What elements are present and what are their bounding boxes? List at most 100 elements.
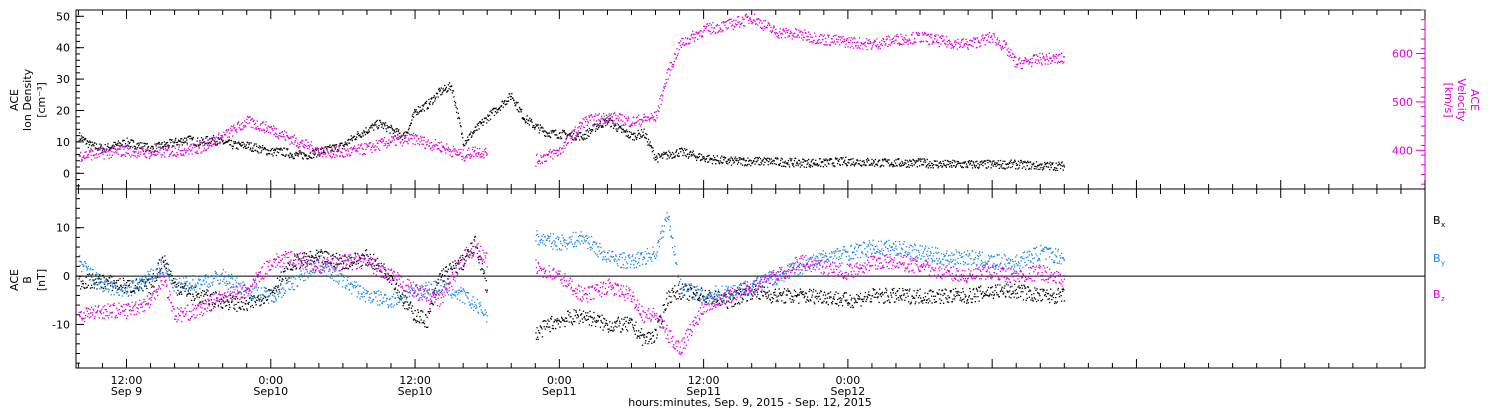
point	[432, 146, 434, 148]
point	[698, 297, 700, 299]
point	[649, 120, 651, 122]
point	[392, 277, 394, 280]
point	[847, 41, 850, 43]
point	[604, 324, 606, 326]
point	[597, 128, 599, 130]
point	[855, 162, 857, 164]
point	[385, 277, 387, 279]
point	[627, 134, 629, 136]
point	[538, 329, 540, 332]
point	[162, 146, 164, 148]
point	[634, 324, 636, 326]
point	[159, 146, 162, 149]
point	[979, 42, 981, 44]
point	[187, 136, 189, 138]
point	[154, 150, 157, 152]
point	[283, 271, 285, 273]
point	[703, 25, 705, 27]
point	[316, 156, 318, 158]
point	[661, 94, 663, 96]
point	[474, 130, 476, 132]
point	[198, 146, 200, 148]
point	[271, 153, 273, 155]
point	[264, 297, 267, 299]
point	[368, 258, 370, 260]
point	[824, 44, 826, 46]
point	[540, 155, 542, 157]
point	[289, 143, 291, 145]
point	[771, 30, 773, 32]
point	[143, 153, 145, 155]
point	[113, 147, 116, 150]
point	[244, 297, 246, 299]
point	[905, 162, 907, 165]
point	[353, 135, 356, 138]
point	[81, 283, 83, 285]
point	[288, 155, 290, 157]
point	[708, 161, 710, 163]
point	[837, 162, 839, 165]
point	[1053, 57, 1055, 59]
point	[447, 84, 450, 86]
point	[465, 141, 468, 143]
point	[867, 39, 869, 42]
point	[241, 305, 244, 308]
point	[171, 150, 174, 152]
point	[1037, 164, 1039, 167]
point	[593, 311, 595, 314]
point	[295, 137, 297, 139]
point	[476, 129, 478, 131]
point	[649, 332, 651, 334]
point	[334, 147, 336, 149]
point	[782, 161, 784, 163]
ytick-label-1-0: -10	[52, 318, 70, 331]
point	[788, 166, 791, 168]
point	[938, 46, 940, 48]
point	[564, 325, 566, 328]
point	[743, 294, 745, 296]
point	[152, 273, 154, 275]
point	[347, 258, 349, 260]
point	[880, 44, 882, 46]
point	[629, 136, 632, 138]
point	[664, 309, 667, 312]
point	[539, 332, 541, 334]
point	[276, 147, 278, 149]
point	[1021, 167, 1023, 169]
point	[685, 149, 687, 151]
point	[301, 139, 304, 142]
point	[876, 38, 878, 40]
point	[79, 155, 81, 157]
point	[157, 146, 159, 148]
point	[292, 156, 294, 158]
point	[188, 135, 191, 137]
point	[116, 148, 118, 151]
point	[1034, 54, 1036, 56]
point	[381, 138, 383, 140]
point	[518, 111, 520, 113]
point	[513, 99, 515, 102]
point	[133, 154, 135, 157]
point	[715, 32, 717, 34]
point	[444, 275, 446, 277]
point	[128, 145, 130, 147]
point	[812, 158, 814, 161]
point	[213, 302, 216, 305]
point	[776, 158, 778, 160]
point	[375, 124, 377, 126]
point	[756, 19, 758, 21]
point	[626, 129, 628, 131]
point	[305, 139, 308, 141]
point	[297, 142, 299, 144]
point	[787, 29, 790, 31]
point	[743, 25, 745, 27]
point	[809, 166, 811, 168]
point	[999, 45, 1002, 47]
point	[295, 151, 297, 153]
point	[453, 150, 456, 152]
point	[756, 157, 758, 159]
point	[716, 23, 718, 26]
point	[702, 35, 704, 38]
point	[781, 32, 783, 34]
point	[165, 142, 168, 144]
